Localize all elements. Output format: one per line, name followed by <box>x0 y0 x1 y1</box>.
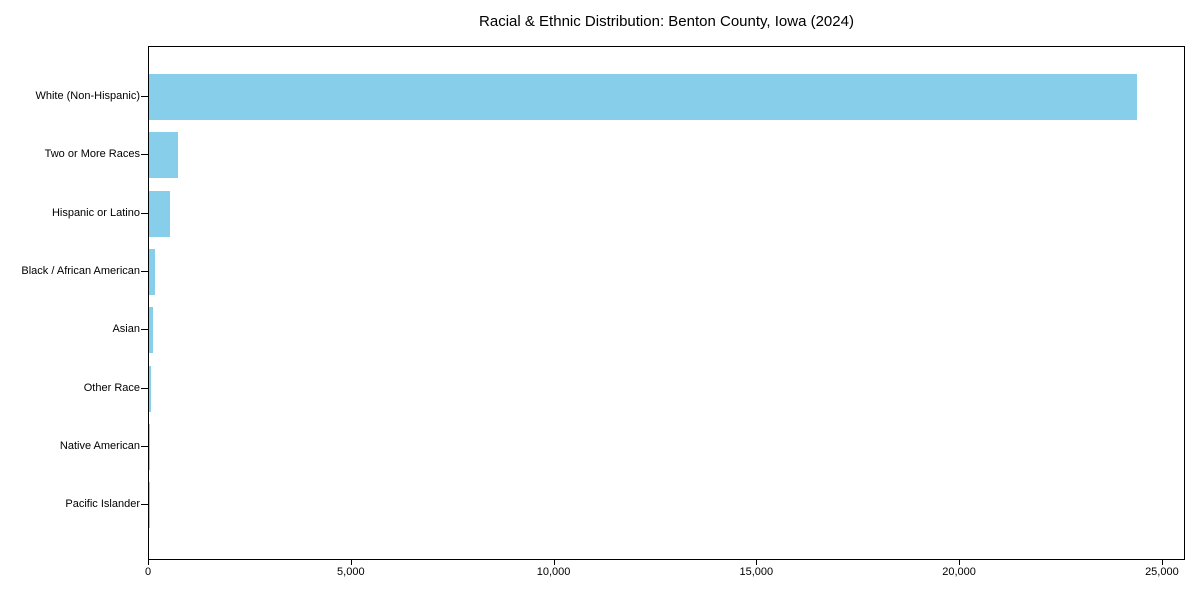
bar <box>149 365 151 412</box>
y-tick-mark <box>141 96 148 97</box>
bar <box>149 74 1137 120</box>
x-tick-mark <box>959 560 961 565</box>
y-tick-mark <box>141 387 148 389</box>
x-tick-label: 15,000 <box>739 566 774 578</box>
y-tick-label: Asian <box>112 323 140 336</box>
y-tick-label: Other Race <box>83 381 140 394</box>
x-tick-mark <box>148 560 149 565</box>
y-tick-mark <box>141 445 148 447</box>
y-tick-mark <box>141 154 148 156</box>
y-tick-mark <box>141 504 148 506</box>
bar <box>149 423 150 470</box>
y-tick-label: Two or More Races <box>44 148 140 161</box>
y-tick-label: Hispanic or Latino <box>51 206 140 219</box>
x-tick-label: 25,000 <box>1145 566 1179 578</box>
x-tick-mark <box>756 560 758 565</box>
y-tick-mark <box>141 212 148 214</box>
x-tick-label: 5,000 <box>337 566 365 578</box>
x-tick-label: 0 <box>144 566 152 578</box>
y-tick-label: Pacific Islander <box>65 498 140 511</box>
chart-title: Racial & Ethnic Distribution: Benton Cou… <box>479 13 854 30</box>
y-tick-label: White (Non-Hispanic) <box>35 90 140 102</box>
y-tick-label: Native American <box>59 439 140 452</box>
plot-area <box>148 46 1185 560</box>
y-tick-mark <box>141 329 148 331</box>
bar <box>149 248 156 295</box>
y-tick-mark <box>141 270 148 272</box>
bar <box>149 307 153 354</box>
bar <box>149 190 171 237</box>
bar <box>149 132 178 179</box>
x-tick-mark <box>553 560 555 565</box>
x-tick-mark <box>1161 560 1163 565</box>
x-tick-label: 20,000 <box>942 566 976 578</box>
x-tick-label: 10,000 <box>536 566 571 578</box>
x-tick-mark <box>350 560 352 565</box>
y-tick-label: Black / African American <box>21 264 140 277</box>
